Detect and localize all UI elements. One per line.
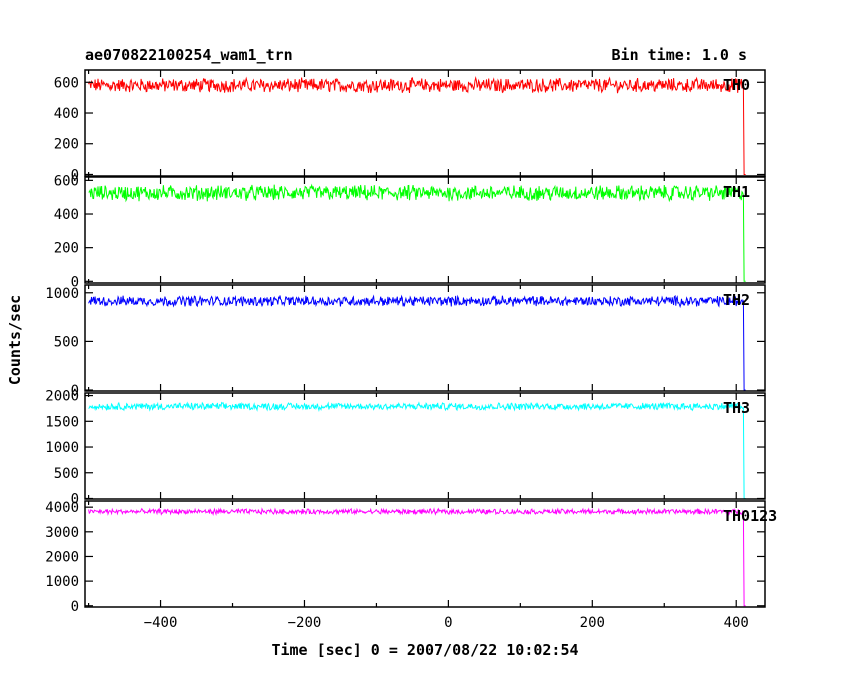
panel-label-th1: TH1 [723, 183, 750, 201]
panel-frame-th3 [84, 392, 766, 500]
panel-frame-th1 [84, 176, 766, 284]
panel-label-th0: TH0 [723, 76, 750, 94]
x-tick-label: −400 [144, 615, 178, 631]
y-tick-label: 0 [71, 274, 79, 290]
series-line-th1 [88, 183, 746, 282]
y-tick-label: 1000 [45, 286, 79, 302]
panel-label-th3: TH3 [723, 399, 750, 417]
y-tick-label: 200 [54, 137, 79, 153]
bin-time-label: Bin time: 1.0 s [612, 46, 747, 64]
panel-frame-th0123 [84, 500, 766, 608]
y-tick-label: 500 [54, 334, 79, 350]
panel-label-th2: TH2 [723, 291, 750, 309]
y-tick-label: 0 [71, 491, 79, 507]
series-line-th2 [88, 294, 746, 391]
y-tick-label: 0 [71, 167, 79, 183]
chart-title: ae070822100254_wam1_trn [85, 46, 293, 64]
x-tick-label: −200 [288, 615, 322, 631]
panels-group: 0 200 400 600 TH0 0 200 400 600 TH1 0 500 1000 TH2 0 50… [45, 69, 777, 631]
y-tick-label: 400 [54, 207, 79, 223]
x-tick-label: 0 [444, 615, 452, 631]
y-tick-label: 400 [54, 106, 79, 122]
series-line-th3 [88, 401, 746, 499]
x-tick-label: 200 [580, 615, 605, 631]
series-line-th0 [88, 76, 746, 175]
panel-frame-th0 [84, 69, 766, 177]
x-axis-label: Time [sec] 0 = 2007/08/22 10:02:54 [271, 641, 578, 659]
y-tick-label: 4000 [45, 500, 79, 516]
y-tick-label: 2000 [45, 389, 79, 405]
y-tick-label: 500 [54, 466, 79, 482]
y-tick-label: 1000 [45, 574, 79, 590]
y-tick-label: 600 [54, 75, 79, 91]
x-tick-label: 400 [724, 615, 749, 631]
y-tick-label: 600 [54, 173, 79, 189]
y-tick-label: 3000 [45, 525, 79, 541]
y-tick-label: 2000 [45, 549, 79, 565]
y-tick-label: 1500 [45, 414, 79, 430]
y-tick-label: 1000 [45, 440, 79, 456]
y-axis-label: Counts/sec [6, 295, 24, 385]
y-tick-label: 0 [71, 383, 79, 399]
panel-frame-th2 [84, 284, 766, 392]
y-tick-label: 200 [54, 241, 79, 257]
series-line-th0123 [88, 507, 746, 607]
panel-label-th0123: TH0123 [723, 507, 777, 525]
y-tick-label: 0 [71, 599, 79, 615]
